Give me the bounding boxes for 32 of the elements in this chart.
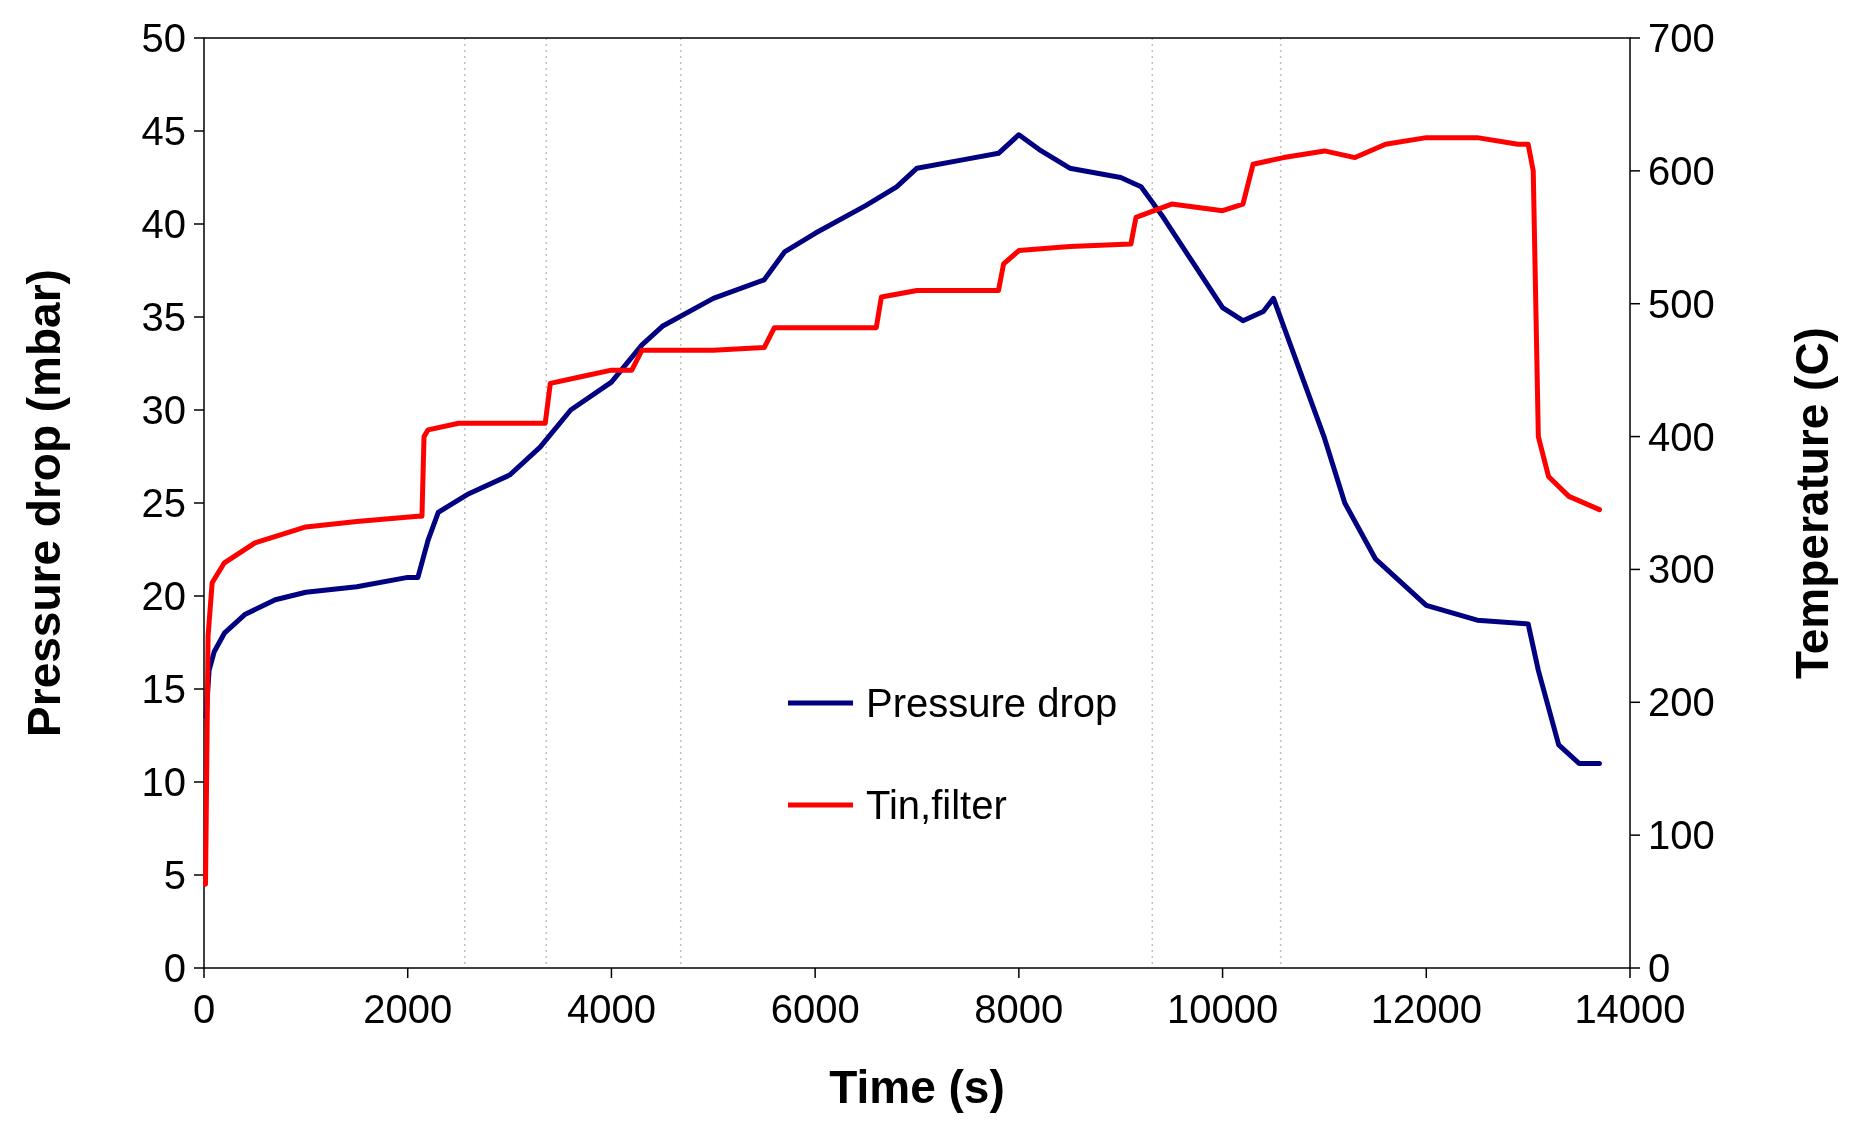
y-axis-title: Pressure drop (mbar) bbox=[18, 269, 70, 737]
x-tick-label: 2000 bbox=[363, 987, 453, 1031]
y2-tick-label: 100 bbox=[1648, 813, 1715, 858]
legend-label: Pressure drop bbox=[866, 681, 1118, 725]
y-tick-label: 30 bbox=[141, 388, 186, 432]
y-tick-label: 20 bbox=[141, 574, 186, 618]
x-tick-label: 14000 bbox=[1574, 987, 1686, 1031]
y-tick-label: 0 bbox=[163, 946, 186, 990]
y-tick-label: 25 bbox=[141, 481, 186, 525]
y2-tick-label: 200 bbox=[1648, 680, 1715, 725]
y2-tick-label: 600 bbox=[1648, 148, 1715, 193]
y2-tick-label: 0 bbox=[1648, 946, 1671, 990]
y-tick-label: 15 bbox=[141, 667, 186, 711]
y-tick-label: 50 bbox=[141, 16, 186, 60]
x-axis-title: Time (s) bbox=[829, 1061, 1005, 1113]
x-tick-label: 12000 bbox=[1370, 987, 1482, 1031]
x-tick-label: 10000 bbox=[1166, 987, 1279, 1031]
y-tick-label: 35 bbox=[141, 295, 186, 339]
y2-tick-label: 400 bbox=[1648, 414, 1715, 459]
x-tick-label: 6000 bbox=[770, 987, 860, 1031]
x-tick-label: 8000 bbox=[974, 987, 1064, 1031]
x-tick-label: 0 bbox=[192, 987, 216, 1031]
y-tick-label: 40 bbox=[141, 202, 186, 246]
y2-tick-label: 700 bbox=[1648, 16, 1715, 60]
y-tick-label: 45 bbox=[141, 109, 186, 153]
y2-axis-title: Temperature (C) bbox=[1786, 327, 1838, 679]
y-tick-label: 5 bbox=[163, 853, 186, 897]
legend-label: Tin,filter bbox=[866, 783, 1007, 827]
y2-tick-label: 500 bbox=[1648, 281, 1715, 326]
y2-tick-label: 300 bbox=[1648, 547, 1715, 592]
y-tick-label: 10 bbox=[141, 760, 186, 804]
x-tick-label: 4000 bbox=[566, 987, 656, 1031]
